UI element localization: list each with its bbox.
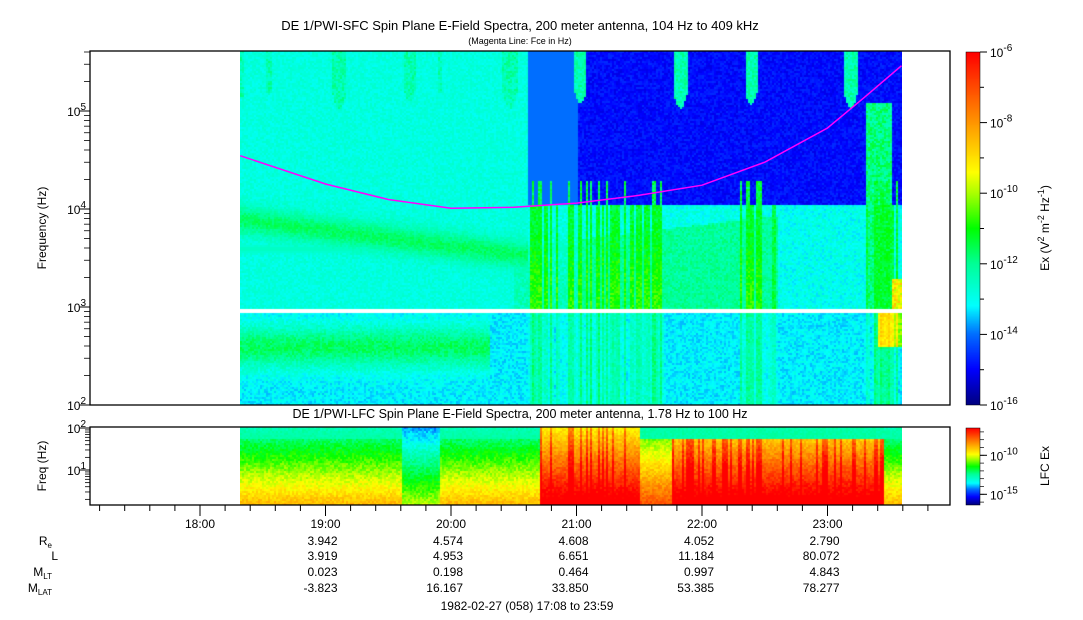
sfc-colorbar-tick-label: 10-6	[990, 43, 1013, 60]
sfc-y-tick-label: 102	[67, 396, 86, 413]
sfc-colorbar-tick-label: 10-14	[990, 325, 1018, 342]
ephemeris-value: 53.385	[677, 581, 714, 595]
ephemeris-value: 0.023	[307, 565, 337, 579]
x-tick-label: 20:00	[436, 517, 466, 531]
lfc-colorbar-label: LFC Ex	[1038, 446, 1052, 486]
sfc-plot-frame	[89, 50, 951, 406]
ephemeris-row-label: MLT	[33, 565, 52, 581]
sfc-colorbar-tick-label: 10-12	[990, 255, 1018, 272]
x-tick-label: 21:00	[561, 517, 591, 531]
sfc-y-tick-label: 104	[67, 200, 86, 217]
lfc-y-tick-label: 102	[67, 419, 86, 436]
time-range-footer: 1982-02-27 (058) 17:08 to 23:59	[441, 599, 614, 613]
ephemeris-value: 80.072	[803, 549, 840, 563]
sfc-colorbar	[966, 52, 980, 405]
ephemeris-value: 16.167	[426, 581, 463, 595]
ephemeris-row-label: Re	[39, 534, 53, 550]
sfc-title: DE 1/PWI-SFC Spin Plane E-Field Spectra,…	[281, 18, 759, 33]
ephemeris-value: 4.574	[433, 534, 463, 548]
sfc-colorbar-frame	[965, 51, 981, 406]
lfc-colorbar-tick-label: 10-10	[990, 446, 1018, 463]
ephemeris-value: -3.823	[303, 581, 337, 595]
sfc-y-tick-label: 105	[67, 102, 86, 119]
lfc-title: DE 1/PWI-LFC Spin Plane E-Field Spectra,…	[292, 407, 747, 421]
ephemeris-value: 6.651	[558, 549, 588, 563]
lfc-colorbar-frame	[965, 427, 981, 506]
ephemeris-value: 0.198	[433, 565, 463, 579]
ephemeris-value: 4.608	[558, 534, 588, 548]
fce-magenta-line	[239, 65, 902, 209]
ephemeris-value: 3.942	[307, 534, 337, 548]
chart-marks: 105 104 103 102 102 101 10-6 10-8 10-10 10-12 10-1…	[28, 43, 1018, 597]
ephemeris-value: 3.919	[307, 549, 337, 563]
sfc-subtitle: (Magenta Line: Fce in Hz)	[468, 36, 572, 46]
ephemeris-value: 2.790	[809, 534, 839, 548]
x-tick-label: 19:00	[310, 517, 340, 531]
x-tick-label: 22:00	[687, 517, 717, 531]
lfc-plot-frame	[89, 426, 951, 506]
ephemeris-value: 78.277	[803, 581, 840, 595]
x-tick-label: 23:00	[812, 517, 842, 531]
ephemeris-row-label: L	[51, 549, 58, 563]
x-tick-label: 18:00	[185, 517, 215, 531]
ephemeris-value: 0.997	[684, 565, 714, 579]
sfc-colorbar-label: Ex (V2 m-2 Hz-1)	[1036, 185, 1052, 271]
ephemeris-value: 0.464	[558, 565, 588, 579]
ephemeris-row-label: MLAT	[28, 581, 52, 597]
lfc-colorbar	[966, 428, 980, 505]
sfc-colorbar-tick-label: 10-10	[990, 184, 1018, 201]
sfc-colorbar-tick-label: 10-16	[990, 396, 1018, 413]
lfc-colorbar-tick-label: 10-15	[990, 485, 1018, 502]
lfc-y-axis-label: Freq (Hz)	[35, 441, 49, 492]
lfc-spectrogram-heatmap	[240, 427, 902, 505]
ephemeris-value: 33.850	[552, 581, 589, 595]
sfc-y-axis-label: Frequency (Hz)	[35, 187, 49, 270]
sfc-colorbar-tick-label: 10-8	[990, 114, 1013, 131]
lfc-y-tick-label: 101	[67, 461, 86, 478]
ephemeris-value: 4.953	[433, 549, 463, 563]
ephemeris-value: 11.184	[678, 549, 714, 563]
ephemeris-value: 4.843	[809, 565, 839, 579]
sfc-y-tick-label: 103	[67, 298, 86, 315]
ephemeris-value: 4.052	[684, 534, 714, 548]
sfc-spectrogram-heatmap	[240, 51, 902, 405]
